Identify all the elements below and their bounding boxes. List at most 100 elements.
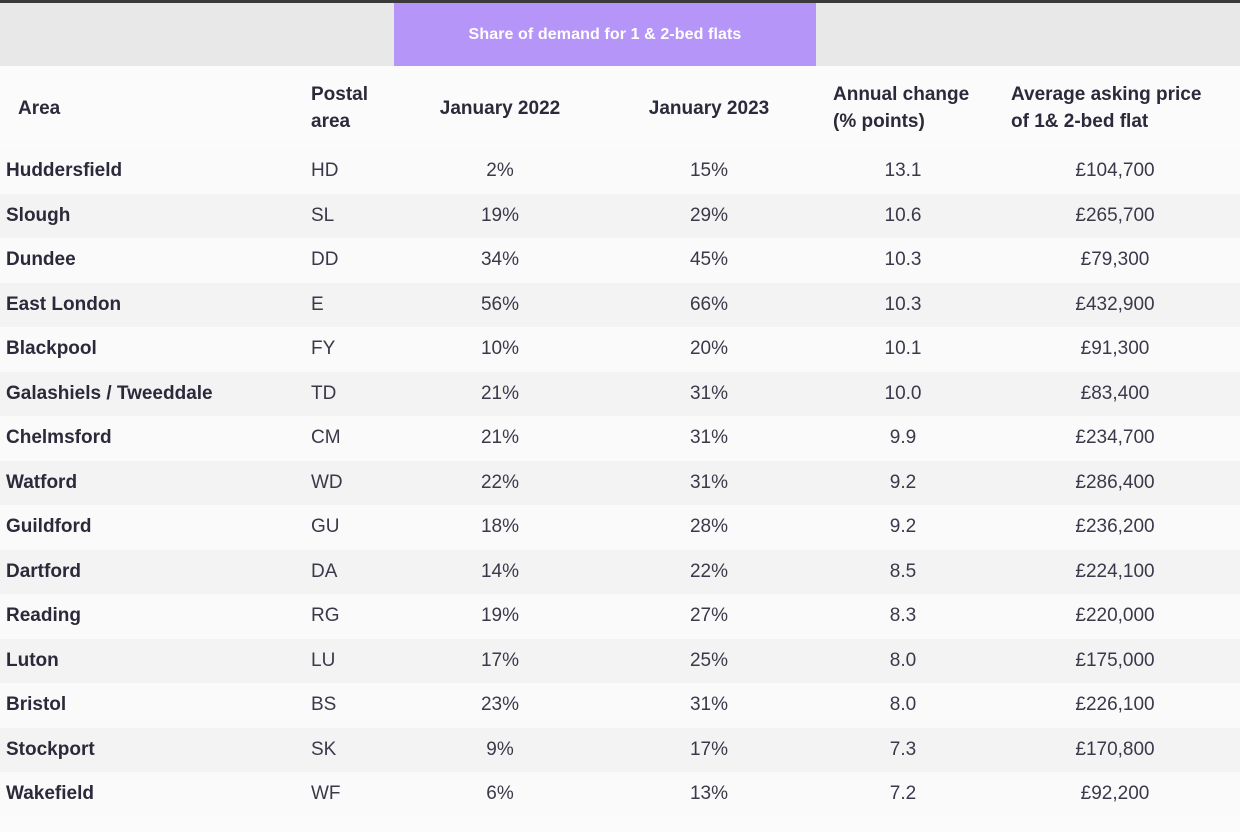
cell-january-2022: 23% bbox=[480, 694, 520, 715]
cell-postal-area: WD bbox=[311, 471, 343, 493]
cell-annual-change: 9.2 bbox=[889, 471, 917, 493]
cell-postal-area: RG bbox=[311, 605, 340, 626]
cell-postal-area: GU bbox=[311, 516, 340, 537]
cell-january-2023: 13% bbox=[689, 783, 729, 804]
cell-january-2022: 6% bbox=[486, 783, 514, 804]
cell-january-2022: 21% bbox=[480, 382, 520, 404]
cell-average-asking-price: £79,300 bbox=[1080, 249, 1150, 270]
cell-january-2023: 20% bbox=[689, 338, 729, 359]
table-row: Dartford DA 14% 22% 8.5 £224,100 bbox=[0, 549, 1240, 594]
cell-postal-area: HD bbox=[311, 160, 339, 181]
cell-average-asking-price: £265,700 bbox=[1075, 204, 1155, 226]
column-header-postal-line2: area bbox=[311, 111, 351, 132]
cell-area: Stockport bbox=[6, 738, 95, 760]
cell-area: East London bbox=[6, 293, 122, 315]
column-header-avg-line1: Average asking price bbox=[1011, 84, 1202, 105]
cell-average-asking-price: £432,900 bbox=[1075, 293, 1155, 315]
cell-january-2023: 31% bbox=[689, 471, 729, 493]
table-row: Huddersfield HD 2% 15% 13.1 £104,700 bbox=[0, 149, 1240, 194]
cell-area: Bristol bbox=[6, 694, 67, 715]
column-header-annual-line1: Annual change bbox=[833, 84, 970, 105]
cell-annual-change: 8.0 bbox=[889, 649, 917, 671]
column-header-area: Area bbox=[18, 98, 61, 119]
table-header-row: Area Postal area January 2022 January 20… bbox=[0, 66, 1240, 149]
table-row: Slough SL 19% 29% 10.6 £265,700 bbox=[0, 193, 1240, 238]
cell-january-2022: 34% bbox=[480, 249, 520, 270]
cell-postal-area: FY bbox=[311, 338, 336, 359]
cell-area: Galashiels / Tweeddale bbox=[6, 382, 213, 404]
cell-annual-change: 8.0 bbox=[889, 694, 917, 715]
cell-postal-area: LU bbox=[311, 649, 336, 671]
cell-postal-area: DA bbox=[311, 560, 338, 582]
cell-area: Blackpool bbox=[6, 338, 97, 359]
cell-annual-change: 10.1 bbox=[884, 338, 922, 359]
cell-average-asking-price: £226,100 bbox=[1075, 694, 1155, 715]
cell-january-2023: 31% bbox=[689, 694, 729, 715]
cell-january-2022: 9% bbox=[486, 738, 514, 760]
window-top-edge bbox=[0, 0, 1240, 3]
table-row: Dundee DD 34% 45% 10.3 £79,300 bbox=[0, 238, 1240, 283]
cell-area: Wakefield bbox=[6, 783, 94, 804]
cell-postal-area: TD bbox=[311, 382, 337, 404]
column-header-avg-line2: of 1& 2-bed flat bbox=[1011, 111, 1149, 132]
column-header-january-2022: January 2022 bbox=[439, 98, 561, 119]
cell-average-asking-price: £175,000 bbox=[1075, 649, 1155, 671]
column-header-annual-change: Annual change (% points) bbox=[833, 81, 969, 135]
cell-average-asking-price: £92,200 bbox=[1080, 783, 1150, 804]
cell-area: Chelmsford bbox=[6, 427, 112, 448]
cell-january-2022: 2% bbox=[486, 160, 514, 181]
table-row: Stockport SK 9% 17% 7.3 £170,800 bbox=[0, 727, 1240, 772]
column-header-annual-line2: (% points) bbox=[833, 111, 925, 132]
cell-postal-area: DD bbox=[311, 249, 339, 270]
table-row: Guildford GU 18% 28% 9.2 £236,200 bbox=[0, 505, 1240, 550]
cell-average-asking-price: £220,000 bbox=[1075, 605, 1155, 626]
table-row: East London E 56% 66% 10.3 £432,900 bbox=[0, 282, 1240, 327]
cell-average-asking-price: £234,700 bbox=[1075, 427, 1155, 448]
cell-average-asking-price: £224,100 bbox=[1075, 560, 1155, 582]
cell-january-2022: 56% bbox=[480, 293, 520, 315]
group-header-share-of-demand: Share of demand for 1 & 2-bed flats bbox=[394, 3, 816, 66]
cell-area: Watford bbox=[6, 471, 78, 493]
cell-january-2023: 31% bbox=[689, 427, 729, 448]
cell-january-2022: 19% bbox=[480, 605, 520, 626]
cell-annual-change: 7.3 bbox=[889, 738, 917, 760]
cell-january-2022: 10% bbox=[480, 338, 520, 359]
table-row: Chelmsford CM 21% 31% 9.9 £234,700 bbox=[0, 416, 1240, 461]
cell-annual-change: 8.5 bbox=[889, 560, 917, 582]
cell-annual-change: 10.0 bbox=[884, 382, 922, 404]
table-body: Huddersfield HD 2% 15% 13.1 £104,700 Slough SL 1… bbox=[0, 149, 1240, 817]
cell-postal-area: WF bbox=[311, 783, 341, 804]
cell-annual-change: 10.3 bbox=[884, 249, 922, 270]
table-row: Bristol BS 23% 31% 8.0 £226,100 bbox=[0, 683, 1240, 728]
cell-january-2022: 22% bbox=[480, 471, 520, 493]
cell-january-2023: 25% bbox=[689, 649, 729, 671]
cell-january-2023: 45% bbox=[689, 249, 729, 270]
cell-average-asking-price: £236,200 bbox=[1075, 516, 1155, 537]
cell-annual-change: 9.2 bbox=[889, 516, 917, 537]
cell-area: Reading bbox=[6, 605, 81, 626]
cell-annual-change: 7.2 bbox=[889, 783, 917, 804]
cell-annual-change: 8.3 bbox=[889, 605, 917, 626]
cell-january-2022: 21% bbox=[480, 427, 520, 448]
table-row: Blackpool FY 10% 20% 10.1 £91,300 bbox=[0, 327, 1240, 372]
table-row: Watford WD 22% 31% 9.2 £286,400 bbox=[0, 460, 1240, 505]
cell-average-asking-price: £170,800 bbox=[1075, 738, 1155, 760]
cell-average-asking-price: £286,400 bbox=[1075, 471, 1155, 493]
cell-january-2023: 22% bbox=[689, 560, 729, 582]
cell-postal-area: E bbox=[311, 293, 324, 315]
cell-annual-change: 9.9 bbox=[889, 427, 917, 448]
cell-postal-area: CM bbox=[311, 427, 341, 448]
cell-january-2022: 19% bbox=[480, 204, 520, 226]
cell-january-2023: 66% bbox=[689, 293, 729, 315]
cell-postal-area: BS bbox=[311, 694, 337, 715]
column-header-january-2023: January 2023 bbox=[648, 98, 770, 119]
cell-area: Guildford bbox=[6, 516, 92, 537]
table-row: Wakefield WF 6% 13% 7.2 £92,200 bbox=[0, 772, 1240, 817]
column-header-average-asking-price: Average asking price of 1& 2-bed flat bbox=[1011, 81, 1201, 135]
cell-area: Luton bbox=[6, 649, 59, 671]
cell-average-asking-price: £91,300 bbox=[1080, 338, 1150, 359]
cell-january-2023: 15% bbox=[689, 160, 729, 181]
cell-january-2022: 17% bbox=[480, 649, 520, 671]
cell-annual-change: 10.3 bbox=[884, 293, 922, 315]
cell-postal-area: SL bbox=[311, 204, 335, 226]
